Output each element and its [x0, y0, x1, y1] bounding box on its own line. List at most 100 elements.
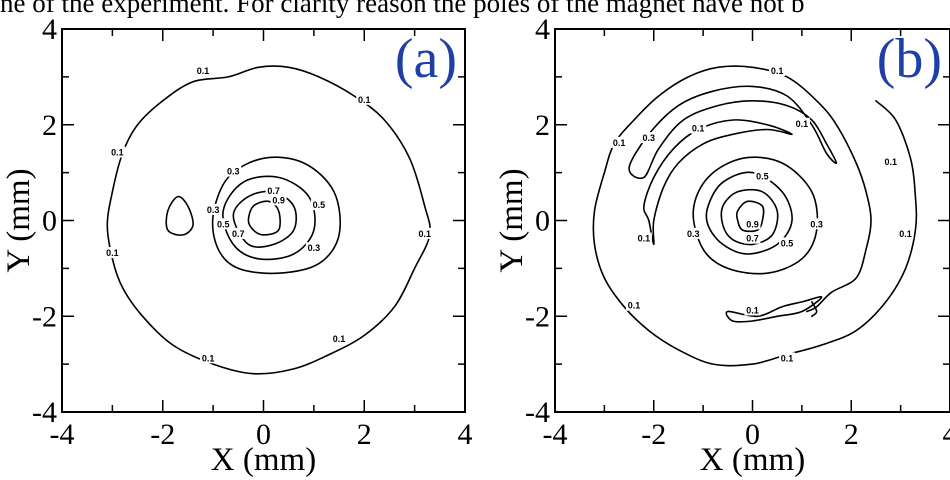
contour-label: 0.3: [308, 243, 321, 253]
x-tick-label: -4: [50, 418, 75, 451]
contour-label: 0.1: [418, 229, 431, 239]
contour-label-bg: [754, 170, 771, 182]
contour-label-bg: [744, 218, 761, 230]
contour-label-bg: [744, 232, 761, 244]
contour-label: 0.5: [313, 200, 326, 210]
y-tick-label: 4: [535, 13, 550, 46]
contour-label-bg: [270, 194, 287, 206]
contour-label-bg: [310, 199, 327, 211]
contour-label-bg: [215, 218, 232, 230]
contour-label-bg: [640, 132, 657, 144]
contour-label-bg: [225, 165, 242, 177]
contour-label-bg: [331, 333, 348, 345]
contour-label: 0.1: [358, 95, 371, 105]
contour-line-0_1: [725, 295, 823, 323]
contour-label: 0.1: [771, 66, 784, 76]
contour-label-bg: [635, 232, 652, 244]
contour-label: 0.1: [746, 305, 759, 315]
y-tick-label: 0: [42, 205, 57, 238]
y-tick-label: -4: [32, 396, 57, 429]
contour-label: 0.5: [217, 219, 230, 229]
contour-line-0_3: [692, 156, 819, 275]
contour-label-bg: [611, 136, 628, 148]
contour-line-0_1: [106, 65, 431, 375]
x-axis-title: X (mm): [700, 442, 805, 478]
contour-label: 0.1: [884, 157, 897, 167]
contour-label-bg: [205, 203, 222, 215]
contour-label-bg: [356, 93, 373, 105]
y-axis-title: Y (mm): [494, 168, 530, 272]
contour-label-bg: [744, 304, 761, 316]
x-tick-label: -2: [641, 418, 666, 451]
contour-label-bg: [882, 156, 899, 168]
contour-label-bg: [897, 227, 914, 239]
contour-label-bg: [779, 237, 796, 249]
x-tick-label: 2: [357, 418, 372, 451]
panel-label: (a): [395, 28, 457, 90]
contour-label: 0.7: [267, 186, 280, 196]
contour-label: 0.1: [111, 147, 124, 157]
contour-line-0_1: [592, 65, 918, 367]
contour-label: 0.3: [643, 133, 656, 143]
x-tick-label: 0: [745, 418, 760, 451]
contour-label-bg: [305, 242, 322, 254]
contour-label: 0.1: [796, 119, 809, 129]
x-axis-title: X (mm): [211, 442, 316, 478]
contour-label-bg: [690, 122, 707, 134]
contour-label: 0.5: [781, 238, 794, 248]
y-tick-label: 4: [42, 13, 57, 46]
y-tick-label: -2: [525, 300, 550, 333]
panel-a: -4 -2 0 2 4 -4 -2 0 2 4 X (mm) Y (mm) (a) 0.1 0.1 0.1 0.…: [1, 13, 473, 478]
contour-label: 0.3: [207, 205, 220, 215]
y-tick-label: -4: [525, 396, 550, 429]
contour-line-0_5: [222, 175, 316, 261]
contour-label-bg: [793, 117, 810, 129]
contour-label-bg: [230, 227, 247, 239]
x-tick-label: -4: [543, 418, 568, 451]
contour-label: 0.7: [232, 229, 245, 239]
x-tick-label: 2: [844, 418, 859, 451]
panel-label: (b): [877, 28, 942, 90]
contour-line-0_1: [643, 119, 793, 246]
x-tick-label: 0: [256, 418, 271, 451]
contour-label-bg: [685, 227, 702, 239]
y-tick-label: 2: [535, 109, 550, 142]
contour-label-bg: [104, 247, 121, 259]
contour-label-bg: [769, 65, 786, 77]
contour-line-0_9: [247, 200, 281, 236]
contour-line-0_7: [232, 190, 298, 248]
contour-label: 0.3: [227, 167, 240, 177]
contour-label-bg: [200, 352, 217, 364]
contour-label: 0.9: [272, 195, 285, 205]
y-tick-label: 0: [535, 205, 550, 238]
contour-label: 0.1: [106, 248, 119, 258]
contour-label-bg: [808, 218, 825, 230]
caption-text: ne of the experiment. For clarity reason…: [0, 0, 805, 18]
contour-label: 0.9: [746, 219, 759, 229]
contour-label: 0.1: [638, 234, 651, 244]
y-tick-label: 2: [42, 109, 57, 142]
contour-label: 0.1: [899, 229, 912, 239]
y-tick-label: -2: [32, 300, 57, 333]
contour-label: 0.1: [613, 138, 626, 148]
contour-label: 0.1: [628, 301, 641, 311]
contour-label: 0.1: [202, 353, 215, 363]
contour-label: 0.3: [687, 229, 700, 239]
contour-line-0_3: [211, 156, 341, 275]
contour-line-0_5: [705, 171, 793, 255]
contour-label-bg: [195, 65, 212, 77]
contour-label-bg: [416, 227, 433, 239]
contour-line-0_9: [735, 200, 765, 233]
contour-label: 0.1: [333, 334, 346, 344]
contour-label: 0.1: [197, 66, 210, 76]
contour-line-0_1: [165, 195, 194, 236]
contour-label: 0.5: [756, 171, 769, 181]
contour-label: 0.7: [746, 234, 759, 244]
contour-label-bg: [109, 146, 126, 158]
y-axis-title: Y (mm): [1, 168, 37, 272]
contour-label: 0.1: [781, 353, 794, 363]
contour-label: 0.1: [692, 124, 705, 134]
contour-label-bg: [779, 352, 796, 364]
x-tick-label: 4: [943, 418, 950, 451]
